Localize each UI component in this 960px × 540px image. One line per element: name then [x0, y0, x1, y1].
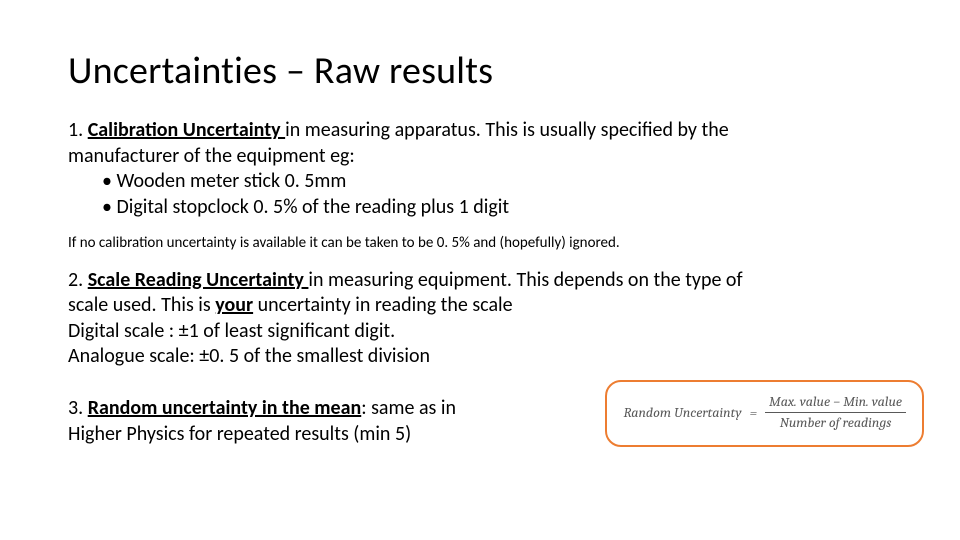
section1-num: 1.: [68, 118, 88, 142]
section2-num: 2.: [68, 268, 88, 292]
section3-rest2: Higher Physics for repeated results (min…: [68, 422, 411, 446]
formula-fraction: Max. value − Min. value Number of readin…: [765, 394, 906, 431]
section1-rest1: in measuring apparatus. This is usually …: [285, 118, 729, 142]
section1-rest2: manufacturer of the equipment eg:: [68, 144, 355, 168]
section2-heading: Scale Reading Uncertainty: [88, 268, 309, 292]
formula-box: Random Uncertainty = Max. value − Min. v…: [605, 380, 924, 447]
list-item: Wooden meter stick 0. 5mm: [102, 169, 892, 195]
section2-rest2a: scale used. This is: [68, 293, 215, 317]
formula-eq: =: [750, 404, 757, 421]
calibration-note: If no calibration uncertainty is availab…: [68, 234, 892, 253]
section2-rest2b: uncertainty in reading the scale: [253, 293, 512, 317]
section-calibration: 1. Calibration Uncertainty in measuring …: [68, 118, 892, 220]
page-title: Uncertainties – Raw results: [68, 48, 892, 94]
formula-lhs: Random Uncertainty: [623, 404, 741, 421]
formula-denominator: Number of readings: [776, 413, 896, 431]
section2-rest1: in measuring equipment. This depends on …: [308, 268, 742, 292]
section2-line4: Analogue scale: ±0. 5 of the smallest di…: [68, 344, 430, 368]
section-scale-reading: 2. Scale Reading Uncertainty in measurin…: [68, 268, 892, 370]
section2-line3: Digital scale : ±1 of least significant …: [68, 319, 395, 343]
formula-numerator: Max. value − Min. value: [765, 394, 906, 413]
section3-rest1: : same as in: [361, 396, 456, 420]
section2-your: your: [215, 293, 253, 317]
list-item: Digital stopclock 0. 5% of the reading p…: [102, 195, 892, 221]
section1-heading: Calibration Uncertainty: [88, 118, 285, 142]
section3-heading: Random uncertainty in the mean: [88, 396, 362, 420]
section3-num: 3.: [68, 396, 88, 420]
